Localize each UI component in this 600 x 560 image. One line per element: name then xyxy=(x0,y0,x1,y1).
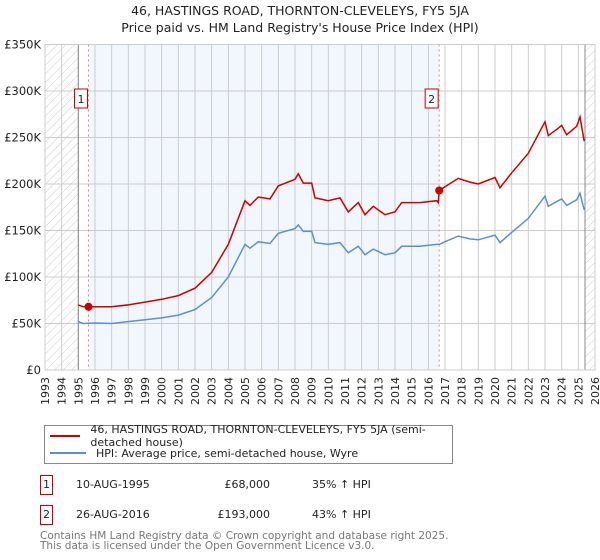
transaction-date: 26-AUG-2016 xyxy=(76,508,150,521)
sale-label-box xyxy=(74,88,88,109)
x-tick-label: 2025 xyxy=(572,377,585,405)
sale-point xyxy=(84,302,93,311)
y-tick-label: £150K xyxy=(4,224,41,238)
footer: Contains HM Land Registry data © Crown c… xyxy=(40,530,449,552)
chart-subtitle: Price paid vs. HM Land Registry's House … xyxy=(121,20,479,35)
x-tick-label: 2014 xyxy=(389,377,402,405)
y-tick-label: £100K xyxy=(4,270,41,284)
transaction-price: £68,000 xyxy=(224,478,271,491)
plot-border xyxy=(44,44,596,371)
x-tick-label: 1993 xyxy=(39,377,52,405)
y-tick-label: £300K xyxy=(4,84,41,98)
x-tick-label: 2012 xyxy=(356,377,369,405)
x-tick-label: 2000 xyxy=(156,377,169,405)
y-tick-label: £200K xyxy=(4,177,41,191)
shaded-ownership-region xyxy=(88,44,440,370)
legend-label-property: 46, HASTINGS ROAD, THORNTON-CLEVELEYS, F… xyxy=(90,423,426,449)
x-tick-label: 2001 xyxy=(172,377,185,405)
legend-item-property: 46, HASTINGS ROAD, THORNTON-CLEVELEYS, F… xyxy=(45,423,452,449)
x-tick-label: 2020 xyxy=(489,377,502,405)
legend-blue-line-icon xyxy=(50,452,86,454)
x-tick-label: 2011 xyxy=(339,377,352,405)
x-tick-label: 2023 xyxy=(539,377,552,405)
x-tick-label: 2019 xyxy=(472,377,485,405)
y-tick-label: £50K xyxy=(12,317,42,331)
hpi-series-line xyxy=(78,191,585,325)
sale-point xyxy=(435,186,444,195)
y-tick-label: £250K xyxy=(4,131,41,145)
x-tick-label: 2004 xyxy=(222,377,235,405)
hatched-region xyxy=(585,44,595,370)
x-tick-label: 2016 xyxy=(422,377,435,405)
x-tick-label: 1994 xyxy=(56,377,69,405)
x-tick-label: 2003 xyxy=(206,377,219,405)
transaction-number: 1 xyxy=(40,475,53,495)
x-tick-label: 2008 xyxy=(289,377,302,405)
sale-label: 2 xyxy=(428,93,435,106)
transaction-date: 10-AUG-1995 xyxy=(76,478,150,491)
x-tick-label: 1997 xyxy=(106,377,119,405)
legend-label-hpi: HPI: Average price, semi-detached house,… xyxy=(96,446,359,460)
footer-line-1: Contains HM Land Registry data © Crown c… xyxy=(40,530,449,542)
sale-label-box xyxy=(424,88,439,109)
legend: 46, HASTINGS ROAD, THORNTON-CLEVELEYS, F… xyxy=(44,423,453,464)
x-tick-label: 2026 xyxy=(589,377,600,405)
transaction-row: 2 26-AUG-2016 £193,000 43% ↑ HPI xyxy=(40,505,440,525)
x-tick-label: 2024 xyxy=(556,377,569,405)
x-tick-label: 2009 xyxy=(306,377,319,405)
legend-red-line-icon xyxy=(50,435,81,437)
x-tick-label: 2021 xyxy=(506,377,519,405)
x-tick-label: 1998 xyxy=(122,377,135,405)
legend-item-hpi: HPI: Average price, semi-detached house,… xyxy=(45,445,358,461)
x-tick-label: 2007 xyxy=(272,377,285,405)
x-tick-label: 2017 xyxy=(439,377,452,405)
x-tick-label: 2018 xyxy=(456,377,469,405)
x-tick-label: 2002 xyxy=(189,377,202,405)
chart-title: 46, HASTINGS ROAD, THORNTON-CLEVELEYS, F… xyxy=(131,3,469,18)
x-tick-label: 2013 xyxy=(372,377,385,405)
x-tick-label: 2010 xyxy=(322,377,335,405)
transaction-price: £193,000 xyxy=(217,508,271,521)
transaction-row: 1 10-AUG-1995 £68,000 35% ↑ HPI xyxy=(40,475,440,495)
x-tick-label: 2022 xyxy=(522,377,535,405)
y-tick-label: £0 xyxy=(26,363,41,377)
sale-label: 1 xyxy=(78,93,85,106)
transaction-number: 2 xyxy=(40,505,53,525)
x-tick-label: 1999 xyxy=(139,377,152,405)
x-tick-label: 1996 xyxy=(89,377,102,405)
transaction-hpi: 43% ↑ HPI xyxy=(312,508,371,521)
footer-line-2: This data is licensed under the Open Gov… xyxy=(40,540,375,552)
price-chart: 1993 1994 1995 1996 1997 1998 1999 2000 2001 2002… xyxy=(4,38,600,406)
transaction-hpi: 35% ↑ HPI xyxy=(312,478,371,491)
property-series-line xyxy=(78,114,585,308)
x-tick-label: 2005 xyxy=(239,377,252,405)
x-tick-label: 2015 xyxy=(406,377,419,405)
y-tick-label: £350K xyxy=(4,38,41,52)
x-tick-label: 1995 xyxy=(72,377,85,405)
x-tick-label: 2006 xyxy=(256,377,269,405)
